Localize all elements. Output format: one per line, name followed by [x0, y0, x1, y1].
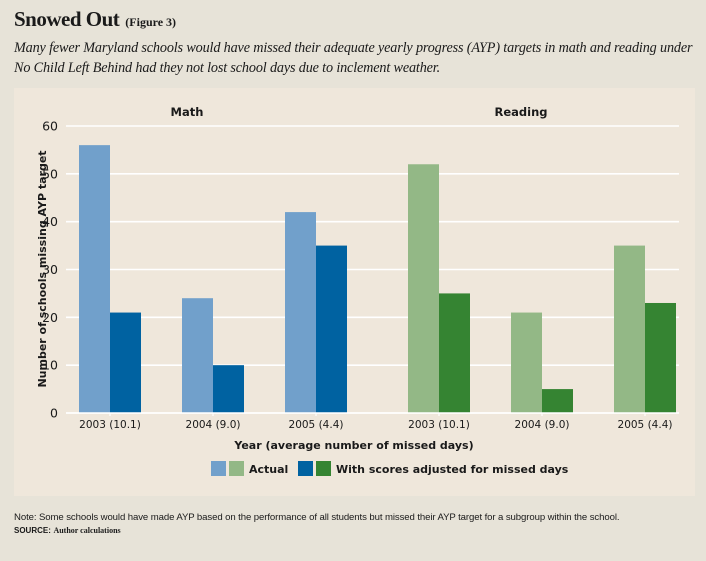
bar-reading-adjusted-1	[542, 389, 573, 413]
y-axis-ticks: 0 10 20 30 40 50 60	[42, 119, 58, 421]
y-tick-label: 20	[42, 310, 58, 325]
bar-math-adjusted-2	[316, 245, 347, 413]
x-axis: 2003 (10.1) 2004 (9.0) 2005 (4.4) 2003 (10.…	[66, 412, 679, 431]
y-tick-label: 60	[42, 119, 58, 134]
panel-title-reading: Reading	[494, 105, 547, 119]
x-tick-label: 2004 (9.0)	[515, 419, 570, 431]
x-tick-label: 2003 (10.1)	[79, 419, 141, 431]
bar-math-actual-2	[285, 212, 316, 413]
figure-title: Snowed Out (Figure 3)	[14, 7, 176, 32]
y-tick-label: 10	[42, 358, 58, 373]
legend-swatch-adjusted-0	[298, 461, 313, 476]
y-tick-label: 30	[42, 262, 58, 277]
x-tick-label: 2005 (4.4)	[289, 419, 344, 431]
bar-math-actual-0	[79, 145, 110, 413]
y-tick-label: 50	[42, 166, 58, 181]
legend: Actual With scores adjusted for missed da…	[211, 461, 569, 476]
x-tick-label: 2005 (4.4)	[618, 419, 673, 431]
figure-label: (Figure 3)	[125, 15, 177, 29]
bar-reading-adjusted-2	[645, 302, 676, 413]
legend-swatch-adjusted-1	[316, 461, 331, 476]
source-value: Author calculations	[53, 526, 121, 535]
bar-reading-actual-0	[408, 164, 439, 413]
footnote: Note: Some schools would have made AYP b…	[14, 512, 620, 523]
bar-math-adjusted-0	[110, 312, 141, 413]
source-line: SOURCE: Author calculations	[14, 526, 121, 535]
x-axis-label: Year (average number of missed days)	[233, 439, 473, 452]
y-tick-label: 40	[42, 214, 58, 229]
panel-titles: Math Reading	[171, 105, 548, 119]
bar-math-actual-1	[182, 298, 213, 413]
y-tick-label: 0	[50, 406, 58, 421]
bars	[79, 145, 676, 413]
legend-swatch-actual-1	[229, 461, 244, 476]
bar-math-adjusted-1	[213, 365, 244, 413]
chart-panel	[14, 88, 695, 496]
panel-title-math: Math	[171, 105, 204, 119]
gridlines	[66, 125, 679, 414]
figure-subtitle: Many fewer Maryland schools would have m…	[14, 40, 693, 76]
x-tick-label: 2003 (10.1)	[408, 419, 470, 431]
legend-label: With scores adjusted for missed days	[336, 463, 569, 476]
source-label: SOURCE:	[14, 526, 51, 535]
bar-reading-adjusted-0	[439, 293, 470, 413]
y-axis-label: Number of schools missing AYP target	[36, 150, 49, 387]
bar-reading-actual-2	[614, 245, 645, 413]
bar-reading-actual-1	[511, 312, 542, 413]
title-text: Snowed Out	[14, 7, 120, 31]
legend-label: Actual	[249, 463, 288, 476]
legend-swatch-actual-0	[211, 461, 226, 476]
x-tick-label: 2004 (9.0)	[186, 419, 241, 431]
